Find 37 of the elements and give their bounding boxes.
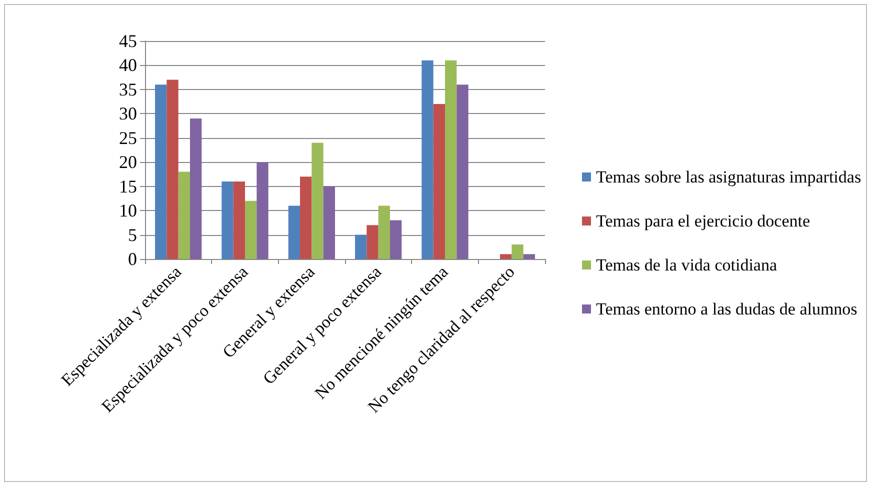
bar — [433, 104, 445, 259]
bar — [245, 200, 257, 259]
bar — [166, 80, 178, 259]
y-tick-label: 15 — [119, 176, 137, 196]
bar — [512, 244, 524, 259]
y-tick-label: 20 — [119, 152, 137, 172]
y-tick-label: 30 — [119, 104, 137, 124]
bar — [378, 206, 390, 259]
bar — [222, 181, 234, 259]
bar — [190, 118, 202, 259]
y-tick-label: 10 — [119, 200, 137, 221]
bar — [445, 60, 457, 259]
legend-label: Temas entorno a las dudas de alumnos — [596, 300, 858, 318]
bar — [178, 172, 190, 259]
y-tick-label: 40 — [119, 55, 137, 76]
bar — [366, 225, 378, 259]
bar — [390, 220, 402, 259]
bar — [312, 142, 324, 259]
bar — [300, 176, 312, 259]
bar — [233, 181, 245, 259]
bar — [523, 254, 535, 259]
legend-label: Temas de la vida cotidiana — [596, 256, 778, 274]
y-tick-label: 25 — [119, 128, 137, 148]
bar — [355, 234, 367, 259]
bar — [155, 84, 167, 259]
bar — [456, 84, 468, 259]
bar — [323, 186, 335, 259]
y-tick-label: 45 — [119, 31, 137, 51]
bar — [422, 60, 434, 259]
bar — [256, 162, 268, 259]
y-tick-label: 5 — [128, 224, 137, 245]
y-tick-label: 35 — [119, 79, 137, 100]
bar — [288, 206, 300, 259]
legend-label: Temas sobre las asignaturas impartidas — [596, 168, 862, 186]
legend-label: Temas para el ejercicio docente — [596, 212, 810, 230]
bar — [500, 254, 512, 259]
y-tick-label: 0 — [128, 249, 137, 269]
